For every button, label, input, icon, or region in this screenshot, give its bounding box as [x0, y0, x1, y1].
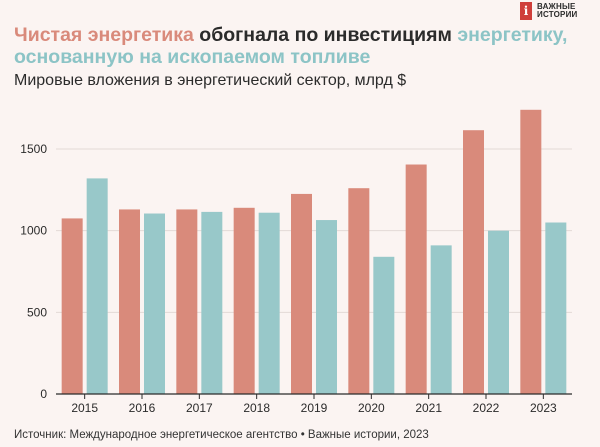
x-tick-label-2018: 2018 [243, 401, 270, 415]
bar-clean-2018 [233, 207, 255, 394]
bar-fossil-2019 [316, 220, 337, 394]
bar-clean-2015 [61, 218, 83, 394]
logo-line-2: ИСТОРИИ [537, 10, 578, 19]
logo-line-1: ВАЖНЫЕ [537, 1, 576, 11]
bar-fossil-2017 [201, 211, 223, 394]
bar-fossil-2016 [144, 213, 165, 394]
bar-fossil-2020 [373, 256, 395, 394]
bar-clean-2020 [348, 188, 370, 394]
x-tick-label-2016: 2016 [129, 401, 156, 415]
y-tick-label-500: 500 [27, 305, 47, 319]
x-tick-label-2021: 2021 [415, 401, 442, 415]
x-tick-label-2022: 2022 [473, 401, 500, 415]
x-tick-label-2015: 2015 [71, 401, 98, 415]
title-clean-energy: Чистая энергетика [14, 24, 194, 46]
x-tick-label-2020: 2020 [358, 401, 385, 415]
bar-fossil-2022 [488, 230, 509, 394]
title-fossil-energy-1: энергетику, [457, 24, 568, 46]
bar-clean-2023 [520, 109, 542, 395]
bar-fossil-2023 [545, 222, 567, 394]
bar-clean-2017 [176, 209, 198, 394]
logo-badge-icon: i [520, 2, 532, 20]
bar-fossil-2015 [86, 178, 108, 394]
x-tick-label-2023: 2023 [530, 401, 557, 415]
logo-text: ВАЖНЫЕ ИСТОРИИ [537, 1, 578, 20]
bar-clean-2019 [291, 193, 312, 394]
y-tick-label-1000: 1000 [20, 224, 47, 238]
x-tick-label-2019: 2019 [301, 401, 328, 415]
chart-subtitle: Мировые вложения в энергетический сектор… [14, 72, 407, 89]
title-fossil-energy-2: основанную на ископаемом топливе [14, 46, 371, 68]
y-tick-label-1500: 1500 [20, 142, 47, 156]
bar-fossil-2021 [430, 245, 452, 394]
title-middle: обогнала по инвестициям [193, 24, 458, 46]
chart-title: Чистая энергетика обогнала по инвестиция… [14, 24, 584, 68]
bar-clean-2021 [405, 164, 427, 394]
source-note: Источник: Международное энергетическое а… [14, 429, 429, 441]
brand-logo[interactable]: i ВАЖНЫЕ ИСТОРИИ [520, 0, 600, 22]
bar-clean-2022 [463, 130, 484, 394]
x-tick-label-2017: 2017 [186, 401, 213, 415]
y-tick-label-0: 0 [40, 387, 47, 401]
bar-fossil-2018 [258, 212, 280, 394]
bar-clean-2016 [119, 209, 140, 394]
